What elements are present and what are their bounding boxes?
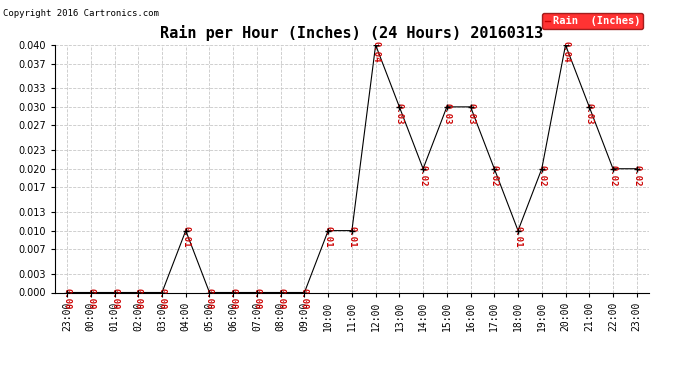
Text: 0.01: 0.01 — [347, 226, 357, 248]
Text: 0.03: 0.03 — [442, 103, 451, 124]
Text: 0.01: 0.01 — [181, 226, 190, 248]
Text: 0.04: 0.04 — [371, 41, 380, 62]
Text: 0.01: 0.01 — [513, 226, 522, 248]
Text: 0.02: 0.02 — [538, 165, 546, 186]
Text: 0.01: 0.01 — [324, 226, 333, 248]
Text: Copyright 2016 Cartronics.com: Copyright 2016 Cartronics.com — [3, 9, 159, 18]
Text: 0.00: 0.00 — [253, 288, 262, 310]
Text: 0.00: 0.00 — [205, 288, 214, 310]
Text: 0.02: 0.02 — [609, 165, 618, 186]
Text: 0.00: 0.00 — [134, 288, 143, 310]
Text: 0.02: 0.02 — [632, 165, 641, 186]
Text: 0.00: 0.00 — [63, 288, 72, 310]
Text: 0.02: 0.02 — [490, 165, 499, 186]
Text: 0.00: 0.00 — [276, 288, 285, 310]
Text: 0.04: 0.04 — [561, 41, 570, 62]
Text: 0.00: 0.00 — [300, 288, 309, 310]
Text: 0.03: 0.03 — [466, 103, 475, 124]
Text: 0.00: 0.00 — [110, 288, 119, 310]
Legend: Rain  (Inches): Rain (Inches) — [542, 13, 643, 29]
Text: 0.00: 0.00 — [86, 288, 95, 310]
Text: 0.03: 0.03 — [395, 103, 404, 124]
Text: 0.02: 0.02 — [419, 165, 428, 186]
Title: Rain per Hour (Inches) (24 Hours) 20160313: Rain per Hour (Inches) (24 Hours) 201603… — [160, 25, 544, 41]
Text: 0.03: 0.03 — [584, 103, 594, 124]
Text: 0.00: 0.00 — [157, 288, 166, 310]
Text: 0.00: 0.00 — [228, 288, 238, 310]
